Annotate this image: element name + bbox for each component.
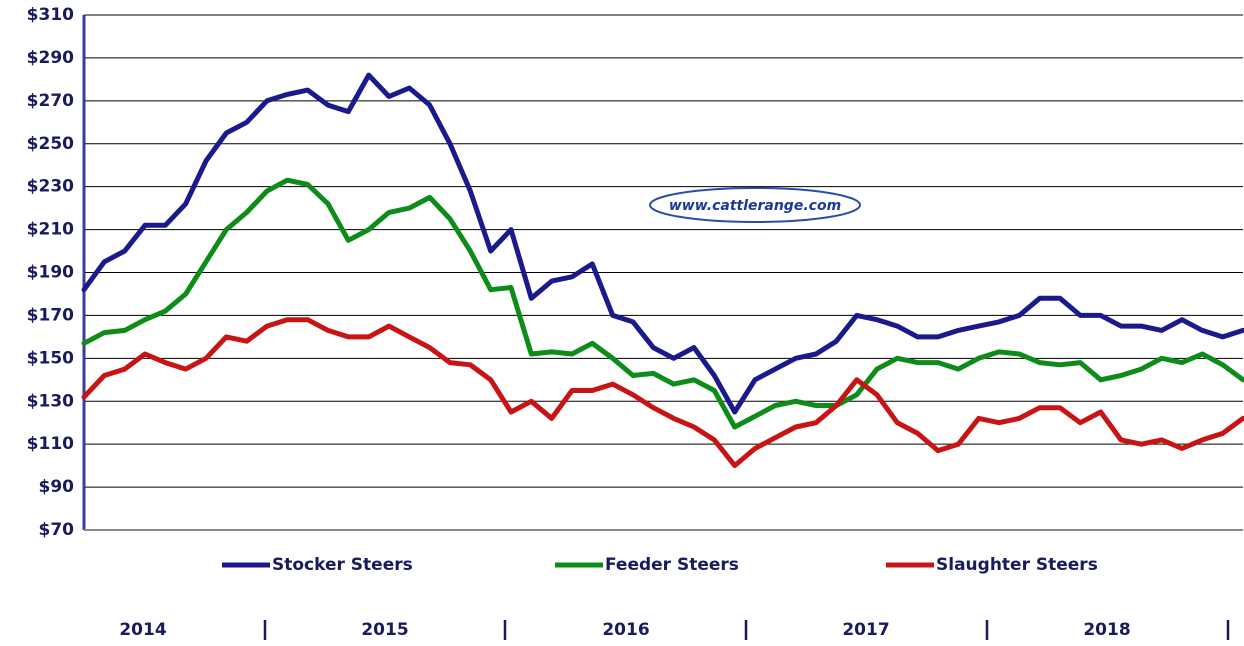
year-label: 2015 xyxy=(361,620,408,640)
y-tick-label: $170 xyxy=(27,305,74,325)
y-tick-label: $310 xyxy=(27,5,74,25)
year-label: 2014 xyxy=(119,620,166,640)
y-tick-label: $270 xyxy=(27,91,74,111)
series-line xyxy=(81,177,1244,430)
y-tick-label: $150 xyxy=(27,348,74,368)
y-tick-label: $210 xyxy=(27,220,74,240)
y-tick-label: $290 xyxy=(27,48,74,68)
legend-label: Slaughter Steers xyxy=(936,555,1098,575)
y-tick-label: $250 xyxy=(27,134,74,154)
y-tick-label: $190 xyxy=(27,263,74,283)
legend-label: Feeder Steers xyxy=(605,555,739,575)
y-tick-label: $90 xyxy=(39,477,75,497)
year-label: 2016 xyxy=(602,620,649,640)
watermark-frame xyxy=(649,187,861,223)
legend-label: Stocker Steers xyxy=(272,555,413,575)
y-tick-label: $130 xyxy=(27,391,74,411)
y-tick-label: $110 xyxy=(27,434,74,454)
year-label: 2018 xyxy=(1083,620,1130,640)
watermark: www.cattlerange.com xyxy=(669,198,841,214)
y-tick-label: $230 xyxy=(27,177,74,197)
series-line xyxy=(81,317,1244,469)
y-tick-label: $70 xyxy=(39,520,75,540)
series-line xyxy=(81,72,1244,415)
year-label: 2017 xyxy=(842,620,889,640)
year-separators xyxy=(263,620,1230,640)
